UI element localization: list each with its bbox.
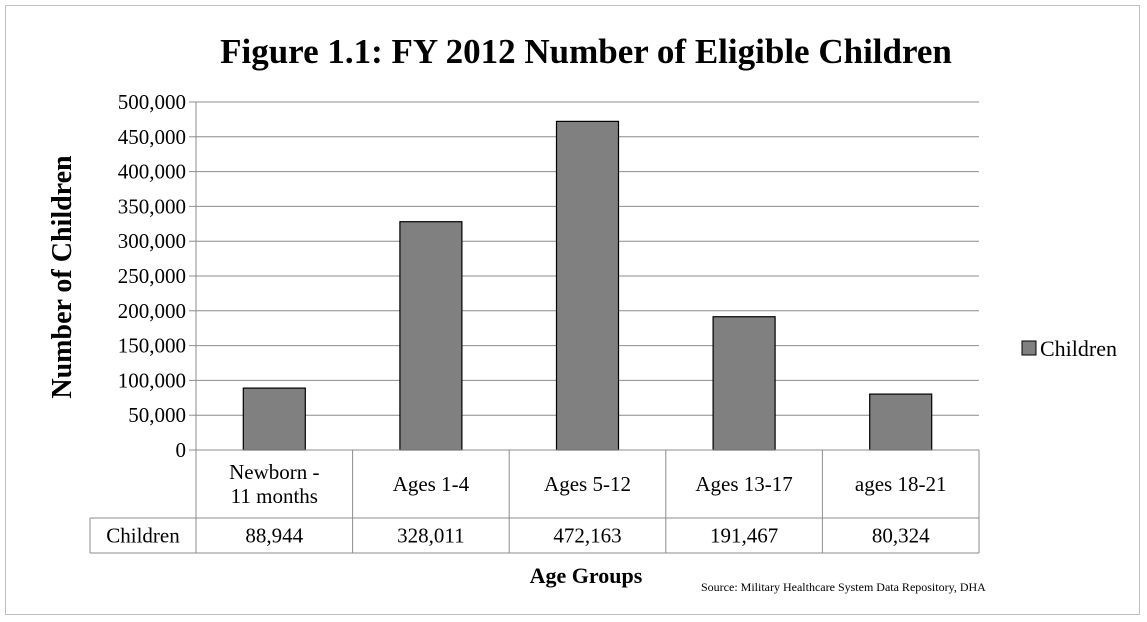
x-tick-label: Ages 1-4 xyxy=(393,472,470,496)
bar xyxy=(242,387,306,451)
bars xyxy=(242,120,933,451)
x-tick-label: ages 18-21 xyxy=(855,472,947,496)
y-tick-label: 300,000 xyxy=(118,229,186,253)
source-note: Source: Military Healthcare System Data … xyxy=(701,580,986,594)
x-axis-label: Age Groups xyxy=(530,563,643,588)
bar xyxy=(399,221,463,451)
y-tick-label: 250,000 xyxy=(118,264,186,288)
bar xyxy=(555,120,620,451)
x-tick-label: Ages 5-12 xyxy=(544,472,631,496)
y-axis-label: Number of Children xyxy=(47,155,78,399)
data-label: 80,324 xyxy=(872,524,930,548)
data-label: 88,944 xyxy=(245,524,303,548)
y-tick-label: 500,000 xyxy=(118,90,186,114)
legend-label: Children xyxy=(1040,336,1117,361)
y-tick-label: 450,000 xyxy=(118,125,186,149)
table-row-label: Children xyxy=(106,524,180,548)
data-label: 191,467 xyxy=(710,524,778,548)
y-tick-label: 100,000 xyxy=(118,368,186,392)
y-tick-label: 350,000 xyxy=(118,194,186,218)
y-tick-label: 200,000 xyxy=(118,299,186,323)
y-tick-label: 400,000 xyxy=(118,160,186,184)
data-label: 328,011 xyxy=(397,524,464,548)
y-axis-ticks: 0 50,000 100,000 150,000 200,000 250,000 300,0… xyxy=(118,90,186,462)
y-tick-label: 50,000 xyxy=(128,403,186,427)
y-tick-label: 0 xyxy=(176,438,187,462)
x-tick-label: 11 months xyxy=(231,484,318,508)
legend-swatch xyxy=(1021,340,1037,356)
data-label: 472,163 xyxy=(553,524,621,548)
y-tick-label: 150,000 xyxy=(118,334,186,358)
legend: Children xyxy=(1021,336,1117,361)
x-tick-label: Ages 13-17 xyxy=(695,472,792,496)
chart-title: Figure 1.1: FY 2012 Number of Eligible C… xyxy=(220,32,952,71)
data-table: Newborn -11 months Ages 1-4 Ages 5-12 Ages … xyxy=(89,449,980,554)
bar xyxy=(712,316,776,451)
x-tick-label: Newborn - xyxy=(229,460,319,484)
bar xyxy=(869,393,933,451)
